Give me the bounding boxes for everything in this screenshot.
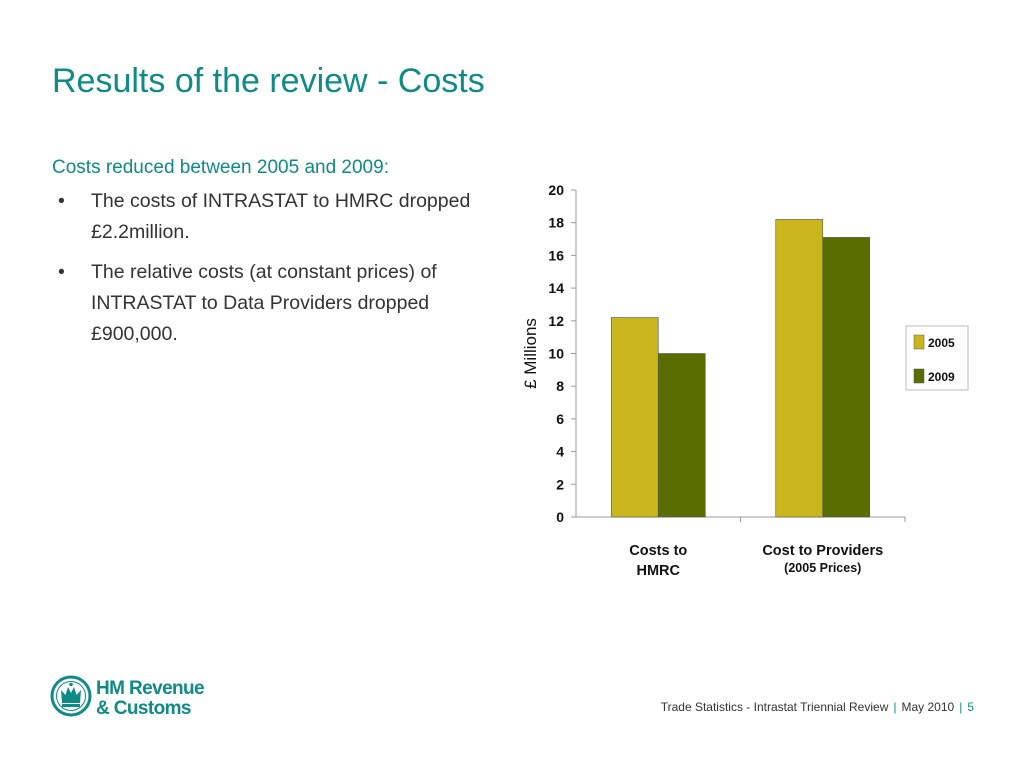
category-label: Costs to (629, 543, 687, 559)
bullet-list: • The costs of INTRASTAT to HMRC dropped… (52, 186, 502, 350)
footer-separator: | (893, 700, 897, 714)
bullet-glyph: • (58, 261, 65, 283)
legend-swatch-2005 (913, 334, 925, 350)
bar-2005-2 (775, 219, 824, 518)
y-tick-label: 16 (548, 247, 564, 263)
y-tick-label: 6 (556, 411, 564, 427)
y-tick-label: 8 (556, 378, 564, 394)
legend-label: 2009 (928, 370, 955, 384)
category-label: (2005 Prices) (784, 561, 861, 575)
y-axis-title: £ Millions (521, 318, 540, 389)
bar-2009-1 (657, 353, 706, 518)
bullet-item: • The relative costs (at constant prices… (52, 257, 502, 350)
y-tick-label: 4 (556, 444, 564, 460)
legend-label: 2005 (928, 336, 955, 350)
footer-date: May 2010 (901, 700, 955, 714)
category-label: Cost to Providers (762, 543, 883, 559)
cost-bar-chart: 0 2 4 6 8 10 12 14 16 18 20 £ Millions Costs to HMRC C… (521, 182, 969, 579)
crown-icon (50, 675, 92, 717)
y-tick-label: 2 (556, 476, 564, 492)
bullet-text: The costs of INTRASTAT to HMRC dropped £… (91, 190, 471, 243)
footer-text: Trade Statistics - Intrastat Triennial R… (660, 700, 889, 714)
y-tick-label: 0 (556, 509, 564, 525)
page-number: 5 (967, 700, 974, 714)
y-tick-label: 20 (548, 182, 564, 198)
y-tick-label: 18 (548, 215, 564, 231)
footer: Trade Statistics - Intrastat Triennial R… (661, 700, 974, 714)
bullet-text: The relative costs (at constant prices) … (91, 261, 437, 345)
y-tick-label: 14 (548, 280, 564, 296)
category-label: HMRC (637, 563, 681, 579)
footer-separator: | (959, 700, 963, 714)
bar-2005-1 (610, 317, 659, 518)
y-tick-label: 10 (548, 346, 564, 362)
hmrc-logo: HM Revenue & Customs (50, 675, 205, 719)
bar-2009-2 (822, 237, 871, 518)
bullet-glyph: • (58, 190, 65, 212)
body-text: Costs reduced between 2005 and 2009: • T… (52, 156, 502, 359)
logo-line-1: HM Revenue (96, 678, 204, 699)
bullet-item: • The costs of INTRASTAT to HMRC dropped… (52, 186, 502, 248)
legend-swatch-2009 (913, 368, 925, 384)
y-tick-label: 12 (548, 313, 564, 329)
intro-text: Costs reduced between 2005 and 2009: (52, 157, 389, 178)
logo-line-2: & Customs (96, 698, 191, 719)
slide-title: Results of the review - Costs (52, 62, 485, 100)
